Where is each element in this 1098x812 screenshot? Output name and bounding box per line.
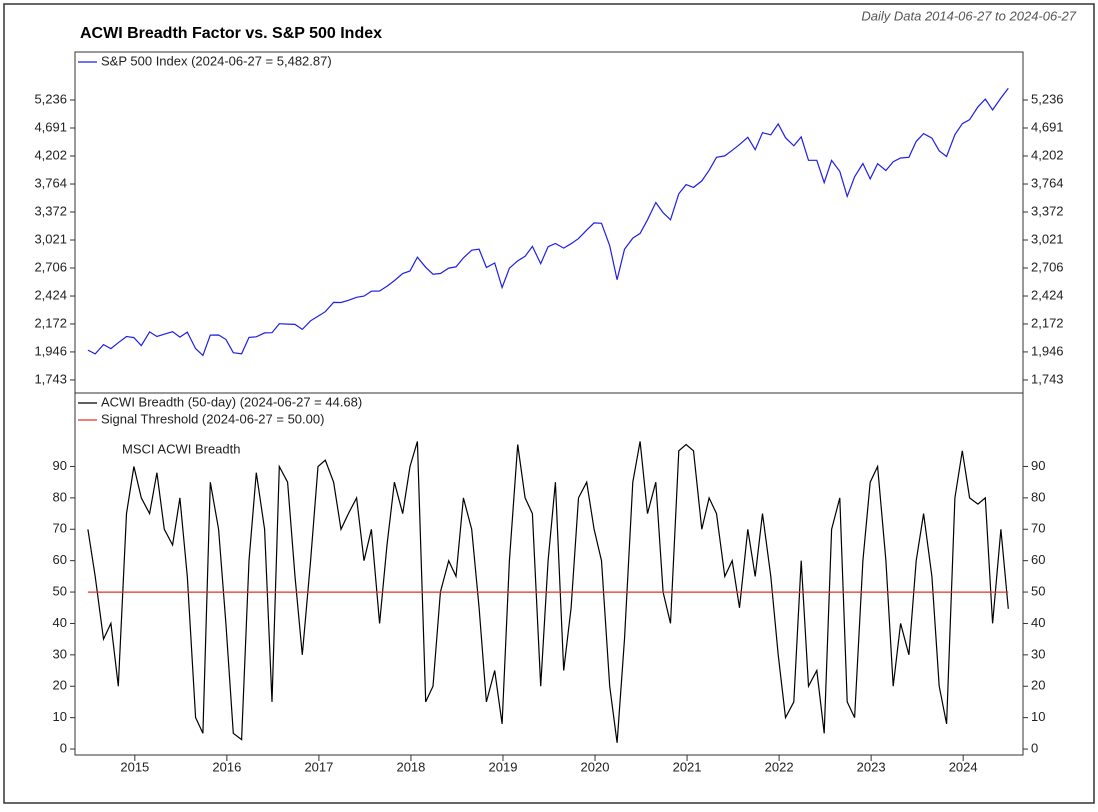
y-tick-label: 60 bbox=[53, 552, 67, 567]
x-tick-label: 2022 bbox=[765, 759, 794, 774]
y-tick-label: 4,202 bbox=[34, 147, 67, 162]
x-tick-label: 2023 bbox=[857, 759, 886, 774]
y-tick-label: 4,202 bbox=[1031, 147, 1064, 162]
y-tick-label: 80 bbox=[53, 489, 67, 504]
y-tick-label: 2,424 bbox=[1031, 287, 1064, 302]
y-tick-label: 2,424 bbox=[34, 287, 67, 302]
y-tick-label: 3,372 bbox=[34, 203, 67, 218]
y-tick-label: 5,236 bbox=[1031, 91, 1064, 106]
x-tick-label: 2020 bbox=[581, 759, 610, 774]
y-tick-label: 4,691 bbox=[34, 119, 67, 134]
y-tick-label: 70 bbox=[1031, 521, 1045, 536]
y-tick-label: 0 bbox=[60, 740, 67, 755]
y-tick-label: 20 bbox=[1031, 678, 1045, 693]
subtitle: Daily Data 2014-06-27 to 2024-06-27 bbox=[861, 8, 1076, 23]
y-tick-label: 30 bbox=[53, 646, 67, 661]
outer-border bbox=[3, 3, 1095, 804]
y-tick-label: 10 bbox=[53, 709, 67, 724]
y-tick-label: 4,691 bbox=[1031, 119, 1064, 134]
y-tick-label: 3,764 bbox=[34, 175, 67, 190]
y-tick-label: 40 bbox=[53, 615, 67, 630]
x-tick-label: 2015 bbox=[120, 759, 149, 774]
x-tick-label: 2024 bbox=[949, 759, 978, 774]
y-tick-label: 60 bbox=[1031, 552, 1045, 567]
x-tick-label: 2021 bbox=[673, 759, 702, 774]
y-tick-label: 90 bbox=[1031, 458, 1045, 473]
y-tick-label: 1,946 bbox=[34, 343, 67, 358]
y-tick-label: 1,743 bbox=[34, 371, 67, 386]
x-tick-label: 2017 bbox=[304, 759, 333, 774]
y-tick-label: 40 bbox=[1031, 615, 1045, 630]
y-tick-label: 2,172 bbox=[1031, 315, 1064, 330]
y-tick-label: 3,021 bbox=[1031, 231, 1064, 246]
y-tick-label: 5,236 bbox=[34, 91, 67, 106]
y-tick-label: 90 bbox=[53, 458, 67, 473]
annotation: MSCI ACWI Breadth bbox=[122, 441, 240, 456]
y-tick-label: 70 bbox=[53, 521, 67, 536]
legend-label: S&P 500 Index (2024-06-27 = 5,482.87) bbox=[101, 53, 332, 68]
x-tick-label: 2018 bbox=[396, 759, 425, 774]
y-tick-label: 50 bbox=[53, 583, 67, 598]
y-tick-label: 3,372 bbox=[1031, 203, 1064, 218]
chart-title: ACWI Breadth Factor vs. S&P 500 Index bbox=[80, 25, 382, 42]
y-tick-label: 0 bbox=[1031, 740, 1038, 755]
y-tick-label: 1,946 bbox=[1031, 343, 1064, 358]
y-tick-label: 80 bbox=[1031, 489, 1045, 504]
y-tick-label: 3,021 bbox=[34, 231, 67, 246]
legend-label: ACWI Breadth (50-day) (2024-06-27 = 44.6… bbox=[101, 394, 362, 409]
x-tick-label: 2016 bbox=[212, 759, 241, 774]
y-tick-label: 10 bbox=[1031, 709, 1045, 724]
legend-label: Signal Threshold (2024-06-27 = 50.00) bbox=[101, 411, 324, 426]
series-line bbox=[87, 87, 1009, 357]
x-tick-label: 2019 bbox=[489, 759, 518, 774]
y-tick-label: 30 bbox=[1031, 646, 1045, 661]
y-tick-label: 2,706 bbox=[1031, 259, 1064, 274]
series-line bbox=[87, 441, 1009, 743]
y-tick-label: 50 bbox=[1031, 583, 1045, 598]
y-tick-label: 2,172 bbox=[34, 315, 67, 330]
y-tick-label: 3,764 bbox=[1031, 175, 1064, 190]
panel-frame bbox=[74, 392, 1024, 756]
y-tick-label: 20 bbox=[53, 678, 67, 693]
y-tick-label: 2,706 bbox=[34, 259, 67, 274]
y-tick-label: 1,743 bbox=[1031, 371, 1064, 386]
